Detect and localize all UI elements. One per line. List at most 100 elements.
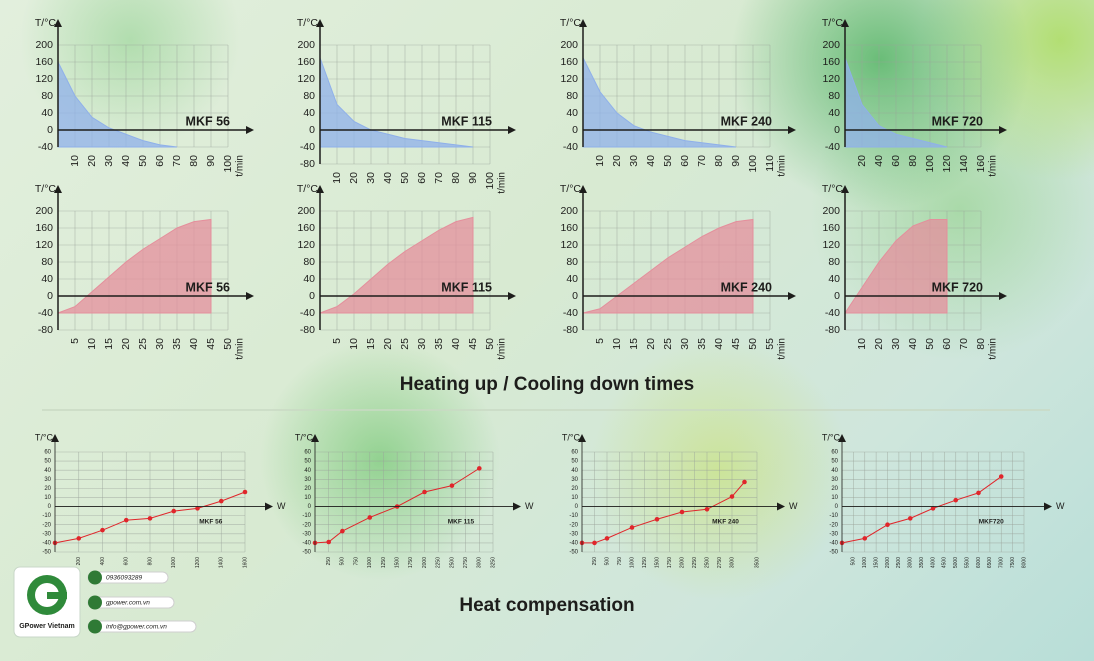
x-tick-label: 2250 xyxy=(692,557,698,568)
y-tick-label: 0 xyxy=(834,290,840,302)
y-tick-label: 40 xyxy=(566,107,578,119)
annotation: MKF 720 xyxy=(932,280,983,294)
y-axis-label: T/°C xyxy=(560,17,582,29)
y-tick-label: 160 xyxy=(560,56,578,68)
point xyxy=(742,479,747,485)
x-axis-label: t/min xyxy=(777,338,788,360)
point xyxy=(195,506,200,511)
x-tick-label: 60 xyxy=(941,338,953,350)
y-axis-label: T/°C xyxy=(295,432,314,442)
x-axis-label: t/min xyxy=(497,338,508,360)
axis-arrow xyxy=(51,434,59,442)
y-tick-label: -40 xyxy=(825,307,840,319)
logo: GPower Vietnam xyxy=(13,566,81,638)
y-tick-label: 50 xyxy=(44,459,51,465)
x-tick-label: 90 xyxy=(730,155,742,167)
y-tick-label: 160 xyxy=(560,222,578,234)
x-tick-label: 2750 xyxy=(717,557,723,568)
x-tick-label: 200 xyxy=(76,557,82,566)
axis-arrow xyxy=(579,19,587,27)
x-tick-label: 20 xyxy=(120,338,132,350)
x-tick-label: 100 xyxy=(484,172,496,190)
y-tick-label: 200 xyxy=(35,205,53,217)
x-tick-label: 10 xyxy=(856,338,868,350)
point xyxy=(976,490,981,496)
y-tick-label: 0 xyxy=(835,504,839,510)
x-tick-label: 600 xyxy=(124,557,130,566)
chart: -80 -40 0 40 80 120 160 200 5 10 15 20 25 30 35 40 45 50 5… xyxy=(560,183,796,360)
x-tick-label: 1600 xyxy=(242,557,248,568)
annotation: MKF 115 xyxy=(441,280,492,294)
y-tick-label: 40 xyxy=(304,468,311,474)
annotation: MKF 115 xyxy=(441,114,492,128)
x-tick-label: 40 xyxy=(450,338,462,350)
y-tick-label: -30 xyxy=(569,531,578,537)
x-tick-label: 1500 xyxy=(394,557,400,568)
x-tick-label: 6000 xyxy=(976,557,982,568)
x-tick-label: 8000 xyxy=(1021,557,1027,568)
chart: -40 0 40 80 120 160 200 10 20 30 40 50 60 70 80 90 100 11… xyxy=(560,17,796,177)
x-tick-label: 55 xyxy=(764,338,776,350)
x-tick-label: 250 xyxy=(326,557,332,566)
x-tick-label: 400 xyxy=(100,557,106,566)
point xyxy=(629,525,635,530)
x-tick-label: 30 xyxy=(890,338,902,350)
y-tick-label: 120 xyxy=(822,73,840,85)
area xyxy=(844,57,948,148)
contact-icon xyxy=(88,619,102,634)
axis-arrow xyxy=(841,19,849,27)
x-tick-label: 35 xyxy=(433,338,445,350)
y-tick-label: 10 xyxy=(304,495,311,501)
chart: -50 -40 -30 -20 -10 0 10 20 30 40 50 60 500 1000 1500 2… xyxy=(822,432,1065,568)
x-tick-label: 20 xyxy=(611,155,623,167)
x-tick-label: 15 xyxy=(365,338,377,350)
y-axis-label: T/°C xyxy=(297,183,319,195)
y-tick-label: 200 xyxy=(297,39,315,51)
x-tick-label: 100 xyxy=(222,155,234,173)
y-tick-label: -30 xyxy=(302,531,311,537)
chart: -40 0 40 80 120 160 200 20 40 60 80 100 120 140 160 T/°… xyxy=(822,17,1007,177)
x-tick-label: 80 xyxy=(188,155,200,167)
y-tick-label: 10 xyxy=(44,495,51,501)
chart: -50 -40 -30 -20 -10 0 10 20 30 40 50 60 250 500 750 100… xyxy=(562,432,798,568)
x-axis-label: W xyxy=(789,501,798,511)
y-tick-label: 160 xyxy=(35,56,53,68)
x-tick-label: 45 xyxy=(467,338,479,350)
axis-arrow xyxy=(999,292,1007,300)
x-tick-label: 10 xyxy=(69,155,81,167)
point xyxy=(171,508,177,514)
y-tick-label: -50 xyxy=(569,550,578,556)
x-tick-label: 5 xyxy=(69,338,81,344)
logo-mark xyxy=(47,592,67,599)
x-tick-label: 500 xyxy=(851,557,857,566)
area xyxy=(844,219,948,314)
annotation: MKF 240 xyxy=(721,114,772,128)
y-tick-label: 160 xyxy=(822,56,840,68)
line xyxy=(841,476,1002,544)
x-tick-label: 40 xyxy=(713,338,725,350)
x-tick-label: 2500 xyxy=(704,557,710,568)
x-tick-label: 10 xyxy=(611,338,623,350)
area xyxy=(57,218,212,314)
point xyxy=(654,516,660,522)
x-tick-label: 5 xyxy=(594,338,606,344)
y-axis-label: T/°C xyxy=(35,183,57,195)
x-tick-label: 35 xyxy=(171,338,183,350)
annotation: MKF 56 xyxy=(186,280,231,294)
x-tick-label: 40 xyxy=(645,155,657,167)
point xyxy=(592,540,597,546)
annotation: MKF 115 xyxy=(448,518,475,525)
x-tick-label: 90 xyxy=(467,172,479,184)
y-tick-label: 160 xyxy=(297,222,315,234)
annotation: MKF 240 xyxy=(721,280,772,294)
x-tick-label: 60 xyxy=(154,155,166,167)
y-tick-label: 0 xyxy=(47,124,53,136)
axis-arrow xyxy=(777,502,785,511)
area xyxy=(319,216,474,314)
y-tick-label: -80 xyxy=(38,324,53,336)
y-axis-label: T/°C xyxy=(297,17,319,29)
x-axis-label: t/min xyxy=(497,172,508,194)
x-tick-label: 70 xyxy=(958,338,970,350)
y-tick-label: -30 xyxy=(42,531,51,537)
x-tick-label: 30 xyxy=(103,155,115,167)
